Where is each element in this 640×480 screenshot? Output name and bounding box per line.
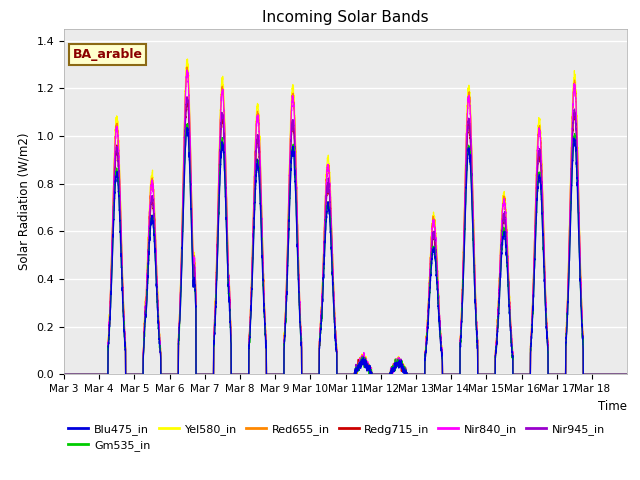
Title: Incoming Solar Bands: Incoming Solar Bands xyxy=(262,10,429,25)
X-axis label: Time: Time xyxy=(598,400,627,413)
Text: BA_arable: BA_arable xyxy=(72,48,143,61)
Legend: Blu475_in, Gm535_in, Yel580_in, Red655_in, Redg715_in, Nir840_in, Nir945_in: Blu475_in, Gm535_in, Yel580_in, Red655_i… xyxy=(64,420,609,456)
Y-axis label: Solar Radiation (W/m2): Solar Radiation (W/m2) xyxy=(18,133,31,270)
